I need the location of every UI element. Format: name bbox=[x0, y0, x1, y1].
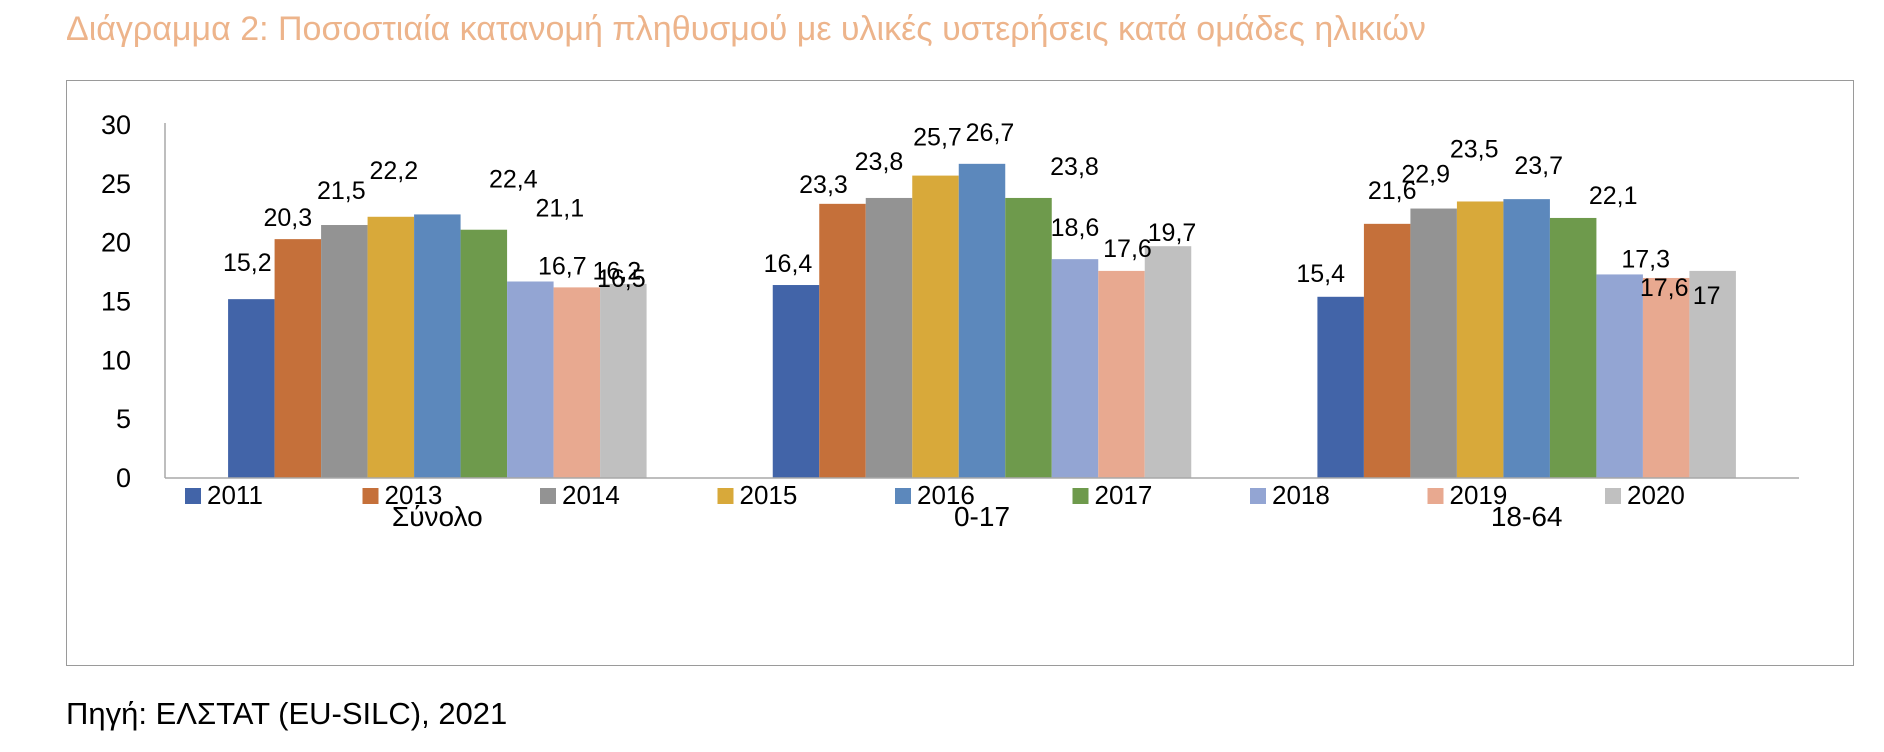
bar-2016 bbox=[958, 163, 1006, 478]
data-label: 22,9 bbox=[1401, 161, 1450, 189]
bar-2014 bbox=[321, 225, 368, 478]
bar-2014 bbox=[865, 197, 913, 478]
legend-label: 2013 bbox=[385, 480, 443, 510]
data-label: 25,7 bbox=[913, 124, 962, 152]
data-label: 21,6 bbox=[1368, 177, 1417, 205]
y-tick-label: 5 bbox=[116, 404, 131, 434]
y-tick-label: 20 bbox=[101, 228, 131, 258]
bar-2015 bbox=[367, 216, 415, 478]
legend-label: 2019 bbox=[1450, 480, 1508, 510]
bar-chart: 0 5 10 15 20 25 30 15,2 20,321,522,2 22,421,1 16,… bbox=[101, 110, 1799, 532]
data-label: 23,7 bbox=[1514, 152, 1563, 180]
bar-2011 bbox=[1317, 296, 1364, 478]
legend-swatch-2013 bbox=[362, 488, 379, 504]
data-label: 15,2 bbox=[223, 249, 272, 277]
bar-2018 bbox=[1596, 274, 1643, 478]
bars bbox=[228, 163, 1736, 478]
bar-2016 bbox=[414, 214, 461, 478]
data-label: 16,7 bbox=[538, 252, 587, 280]
bar-2020 bbox=[600, 283, 647, 478]
bar-2011 bbox=[772, 285, 820, 478]
data-label: 26,7 bbox=[966, 119, 1015, 147]
data-label: 23,8 bbox=[1050, 153, 1099, 181]
data-label: 22,2 bbox=[369, 157, 418, 185]
data-label: 17,3 bbox=[1621, 245, 1670, 273]
legend: 2011 2013 2014 2015 2016 2017 2018 2019 2020 bbox=[185, 480, 1685, 510]
y-tick-label: 15 bbox=[101, 287, 131, 317]
category-label: 18-64 bbox=[1491, 501, 1563, 532]
bar-2013 bbox=[1363, 223, 1411, 478]
legend-swatch-2011 bbox=[185, 488, 201, 504]
source-note: Πηγή: ΕΛΣΤΑΤ (EU-SILC), 2021 bbox=[66, 696, 508, 731]
bar-2016 bbox=[1503, 199, 1550, 478]
bar-2014 bbox=[1410, 208, 1457, 478]
bar-2020 bbox=[1689, 270, 1736, 478]
bar-2017 bbox=[1549, 217, 1597, 478]
bar-2015 bbox=[1456, 201, 1504, 478]
bar-2020 bbox=[1144, 246, 1192, 478]
legend-label: 2018 bbox=[1272, 480, 1330, 510]
x-axis: Σύνολο 0-17 18-64 bbox=[165, 477, 1799, 532]
data-label: 23,8 bbox=[855, 148, 904, 176]
bar-2013 bbox=[274, 239, 322, 478]
bar-2015 bbox=[912, 175, 959, 478]
legend-label: 2017 bbox=[1095, 480, 1153, 510]
y-axis: 0 5 10 15 20 25 30 bbox=[101, 110, 166, 493]
data-label: 23,5 bbox=[1450, 135, 1499, 163]
data-label: 20,3 bbox=[263, 204, 312, 232]
data-label: 18,6 bbox=[1051, 214, 1100, 242]
data-label: 15,4 bbox=[1296, 260, 1345, 288]
legend-swatch-2014 bbox=[540, 488, 556, 504]
bar-2017 bbox=[1005, 197, 1052, 478]
data-label: 16,4 bbox=[764, 250, 813, 278]
legend-swatch-2019 bbox=[1427, 488, 1444, 504]
data-label: 17,6 bbox=[1640, 274, 1689, 302]
bar-2018 bbox=[507, 281, 554, 478]
legend-label: 2014 bbox=[562, 480, 620, 510]
data-label: 17 bbox=[1693, 282, 1721, 310]
legend-swatch-2015 bbox=[717, 488, 734, 504]
bar-2018 bbox=[1051, 259, 1099, 478]
data-label: 16,2 bbox=[592, 257, 641, 285]
legend-swatch-2016 bbox=[895, 488, 911, 504]
legend-label: 2011 bbox=[207, 480, 263, 510]
legend-label: 2016 bbox=[917, 480, 975, 510]
data-label: 23,3 bbox=[799, 171, 848, 199]
y-tick-label: 30 bbox=[101, 110, 131, 140]
data-label: 21,5 bbox=[317, 177, 366, 205]
legend-swatch-2017 bbox=[1072, 488, 1089, 504]
y-tick-label: 0 bbox=[116, 463, 131, 493]
legend-label: 2015 bbox=[740, 480, 798, 510]
legend-swatch-2020 bbox=[1605, 488, 1621, 504]
bar-2013 bbox=[819, 203, 866, 478]
y-tick-label: 25 bbox=[101, 169, 131, 199]
legend-swatch-2018 bbox=[1250, 488, 1266, 504]
data-label: 21,1 bbox=[535, 195, 584, 223]
chart-title: Διάγραμμα 2: Ποσοστιαία κατανομή πληθυσμ… bbox=[66, 10, 1426, 48]
data-label: 22,4 bbox=[489, 165, 538, 193]
bar-2011 bbox=[228, 299, 275, 478]
bar-2019 bbox=[553, 287, 601, 478]
chart-frame: 0 5 10 15 20 25 30 15,2 20,3 21,5 22,2 22,4 21,1 16,… bbox=[66, 80, 1854, 666]
data-label: 22,1 bbox=[1589, 182, 1638, 210]
data-labels: 15,2 20,321,522,2 22,421,1 16,7 16,216,5 16,4… bbox=[223, 119, 1721, 310]
category-label: Σύνολο bbox=[392, 501, 483, 532]
bar-2017 bbox=[460, 229, 508, 478]
data-label: 16,5 bbox=[597, 265, 646, 293]
y-tick-label: 10 bbox=[101, 345, 131, 375]
bar-2019 bbox=[1098, 270, 1145, 478]
bar-2019 bbox=[1642, 277, 1690, 478]
data-label: 17,6 bbox=[1103, 235, 1152, 263]
category-label: 0-17 bbox=[954, 501, 1010, 532]
data-label: 19,7 bbox=[1148, 219, 1197, 247]
legend-label: 2020 bbox=[1627, 480, 1685, 510]
